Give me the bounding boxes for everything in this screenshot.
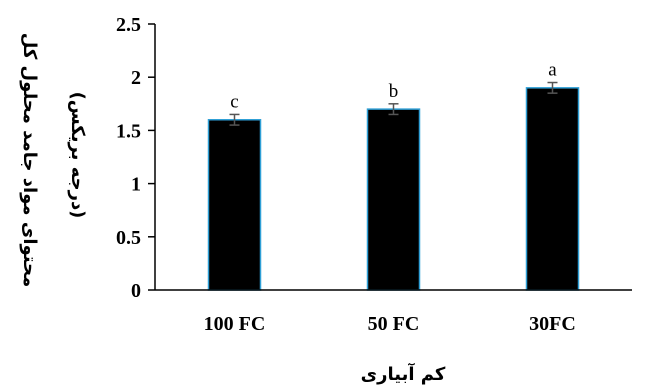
x-category-label: 50 FC [368,313,420,335]
y-axis-title-line-2: (درجه بریکس) [67,92,88,219]
bar [207,119,262,291]
x-category-label: 30FC [529,313,576,335]
y-tick-label: 2.5 [116,14,141,36]
y-tick-label: 0 [131,280,141,302]
bars [207,87,580,291]
x-axis-title: کم آبیاری [361,362,446,385]
significance-letter: a [548,60,557,81]
y-tick-label: 2 [131,67,141,89]
y-tick-label: 1 [131,174,141,196]
x-axis-categories: 100 FC 50 FC 30FC [204,313,576,335]
significance-letter: b [389,81,399,102]
y-axis-ticks: 0 0.5 1 1.5 2 2.5 [116,14,155,302]
error-bars [229,81,558,126]
significance-letters: c b a [230,60,557,113]
bar [366,108,421,291]
significance-letter: c [230,91,238,112]
x-category-label: 100 FC [204,313,266,335]
bar [525,87,580,291]
y-axis-title-line-1: محتوای مواد جامد محلول کل [19,33,40,288]
y-tick-label: 0.5 [116,227,141,249]
y-tick-label: 1.5 [116,120,141,142]
